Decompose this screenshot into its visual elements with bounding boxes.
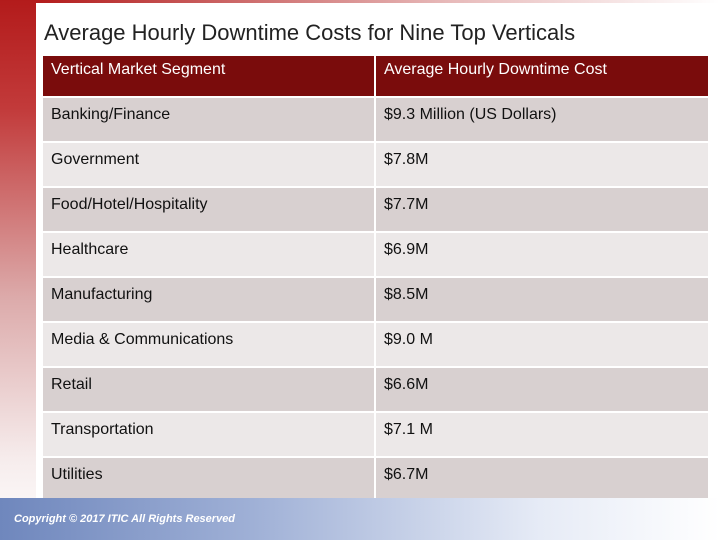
cost-cell: $8.5M [374,276,710,323]
header-downtime-cost: Average Hourly Downtime Cost [374,54,710,98]
table-row: Government $7.8M [41,141,710,188]
table-row: Retail $6.6M [41,366,710,413]
segment-cell: Transportation [41,411,376,458]
cost-cell: $9.0 M [374,321,710,368]
segment-cell: Media & Communications [41,321,376,368]
segment-cell: Banking/Finance [41,96,376,143]
segment-cell: Healthcare [41,231,376,278]
table-row: Transportation $7.1 M [41,411,710,458]
table-row: Banking/Finance $9.3 Million (US Dollars… [41,96,710,143]
copyright-notice: Copyright © 2017 ITIC All Rights Reserve… [14,513,236,525]
cost-cell: $6.7M [374,456,710,503]
segment-cell: Manufacturing [41,276,376,323]
slide-title: Average Hourly Downtime Costs for Nine T… [44,20,576,45]
table-row: Healthcare $6.9M [41,231,710,278]
segment-cell: Government [41,141,376,188]
cost-cell: $7.1 M [374,411,710,458]
table-header-row: Vertical Market Segment Average Hourly D… [41,54,710,98]
table-row: Food/Hotel/Hospitality $7.7M [41,186,710,233]
cost-cell: $6.6M [374,366,710,413]
table-row: Utilities $6.7M [41,456,710,503]
cost-cell: $6.9M [374,231,710,278]
left-accent-bar [0,0,36,540]
cost-cell: $9.3 Million (US Dollars) [374,96,710,143]
footer-bar [0,498,720,540]
downtime-cost-table: Vertical Market Segment Average Hourly D… [41,54,710,504]
top-accent-line [36,0,720,3]
segment-cell: Utilities [41,456,376,503]
table-row: Manufacturing $8.5M [41,276,710,323]
data-table: Vertical Market Segment Average Hourly D… [41,54,710,503]
cost-cell: $7.7M [374,186,710,233]
cost-cell: $7.8M [374,141,710,188]
table-row: Media & Communications $9.0 M [41,321,710,368]
segment-cell: Food/Hotel/Hospitality [41,186,376,233]
segment-cell: Retail [41,366,376,413]
header-vertical-segment: Vertical Market Segment [41,54,376,98]
